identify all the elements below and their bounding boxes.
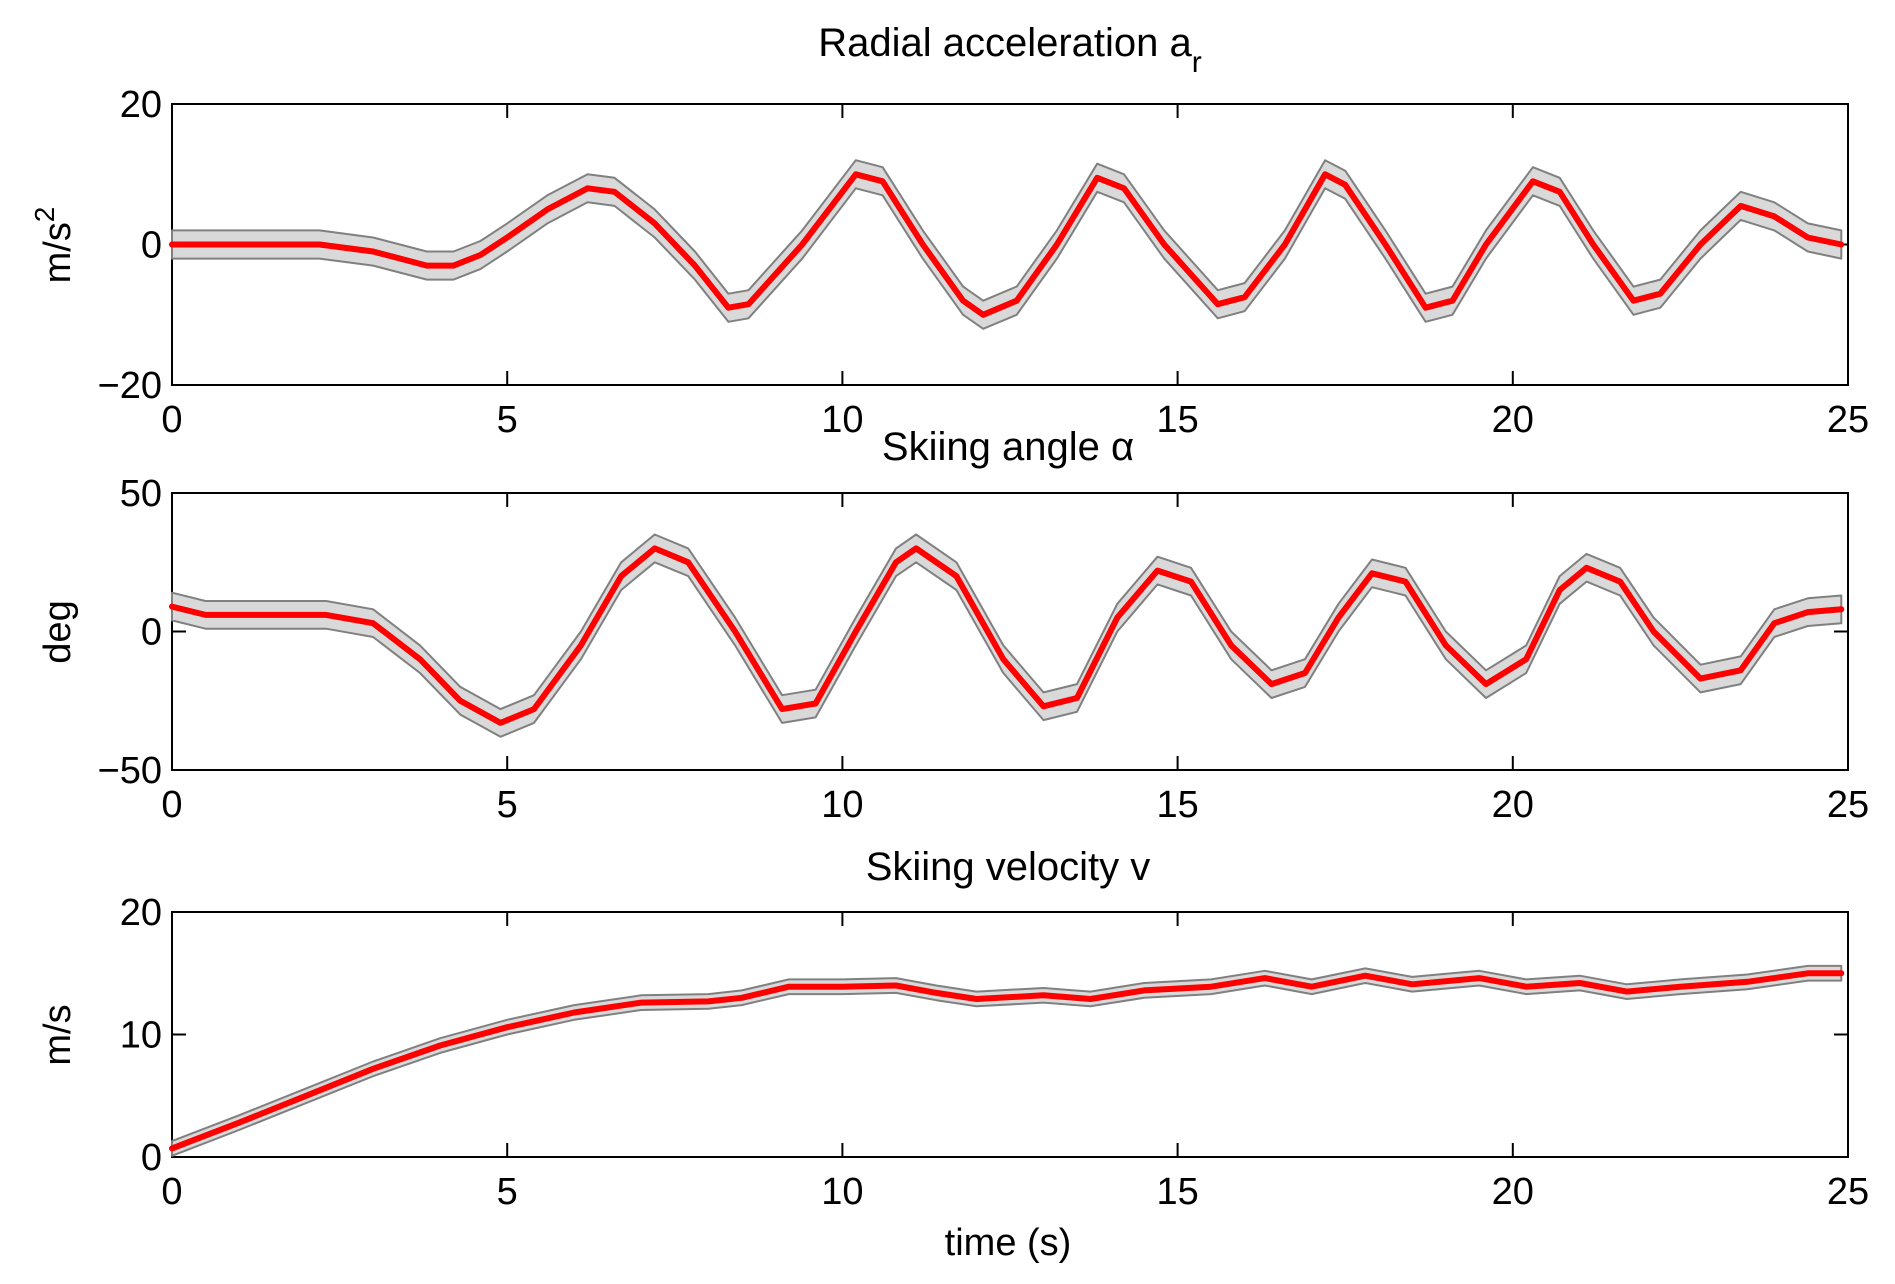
confidence-band: [171, 964, 1843, 1157]
x-tick-label: 10: [821, 784, 863, 826]
plot-area: [169, 159, 1845, 330]
x-tick-label: 0: [161, 399, 182, 441]
x-tick-label: 0: [161, 784, 182, 826]
x-tick-label: 10: [821, 1171, 863, 1213]
confidence-band: [171, 159, 1843, 330]
y-tick-label: 0: [141, 225, 162, 267]
x-tick-label: 15: [1156, 399, 1198, 441]
x-tick-label: 5: [497, 1171, 518, 1213]
x-tick-label: 25: [1827, 1171, 1869, 1213]
y-tick-label: 50: [120, 473, 162, 515]
plot-area: [169, 533, 1845, 738]
y-axis-label: m/s: [37, 1004, 79, 1065]
series-line-mean: [169, 545, 1845, 726]
x-tick-label: 5: [497, 399, 518, 441]
x-tick-label: 5: [497, 784, 518, 826]
chart-title: Radial acceleration ar: [818, 21, 1202, 79]
y-tick-label: 0: [141, 1137, 162, 1179]
x-tick-label: 20: [1492, 399, 1534, 441]
series-line-mean: [169, 970, 1845, 1152]
x-tick-label: 15: [1156, 784, 1198, 826]
y-axis-label: m/s2: [29, 207, 79, 284]
x-tick-label: 20: [1492, 1171, 1534, 1213]
series-line-mean: [169, 171, 1845, 318]
plot-area: [169, 964, 1845, 1157]
y-tick-label: −20: [98, 365, 162, 407]
y-tick-label: 10: [120, 1015, 162, 1057]
x-tick-label: 25: [1827, 784, 1869, 826]
x-tick-label: 20: [1492, 784, 1534, 826]
y-tick-label: 20: [120, 84, 162, 126]
axis-ticks: 0 5 10 15 20 25 0 10 20: [120, 892, 1869, 1213]
x-axis-label: time (s): [945, 1222, 1072, 1264]
chart-skiing-velocity: Skiing velocity v m/s time (s) 0 5 10 15 20 2…: [37, 845, 1869, 1264]
x-tick-label: 15: [1156, 1171, 1198, 1213]
y-tick-label: −50: [98, 750, 162, 792]
x-tick-label: 0: [161, 1171, 182, 1213]
chart-title: Skiing velocity v: [866, 845, 1151, 889]
y-tick-label: 0: [141, 612, 162, 654]
chart-title: Skiing angle α: [882, 425, 1134, 469]
x-tick-label: 25: [1827, 399, 1869, 441]
x-tick-label: 10: [821, 399, 863, 441]
y-axis-label: deg: [37, 600, 79, 663]
chart-radial-acceleration: Radial acceleration ar m/s2 0 5 10 15 20 25 −2…: [29, 21, 1869, 441]
y-tick-label: 20: [120, 892, 162, 934]
confidence-band: [171, 533, 1843, 738]
